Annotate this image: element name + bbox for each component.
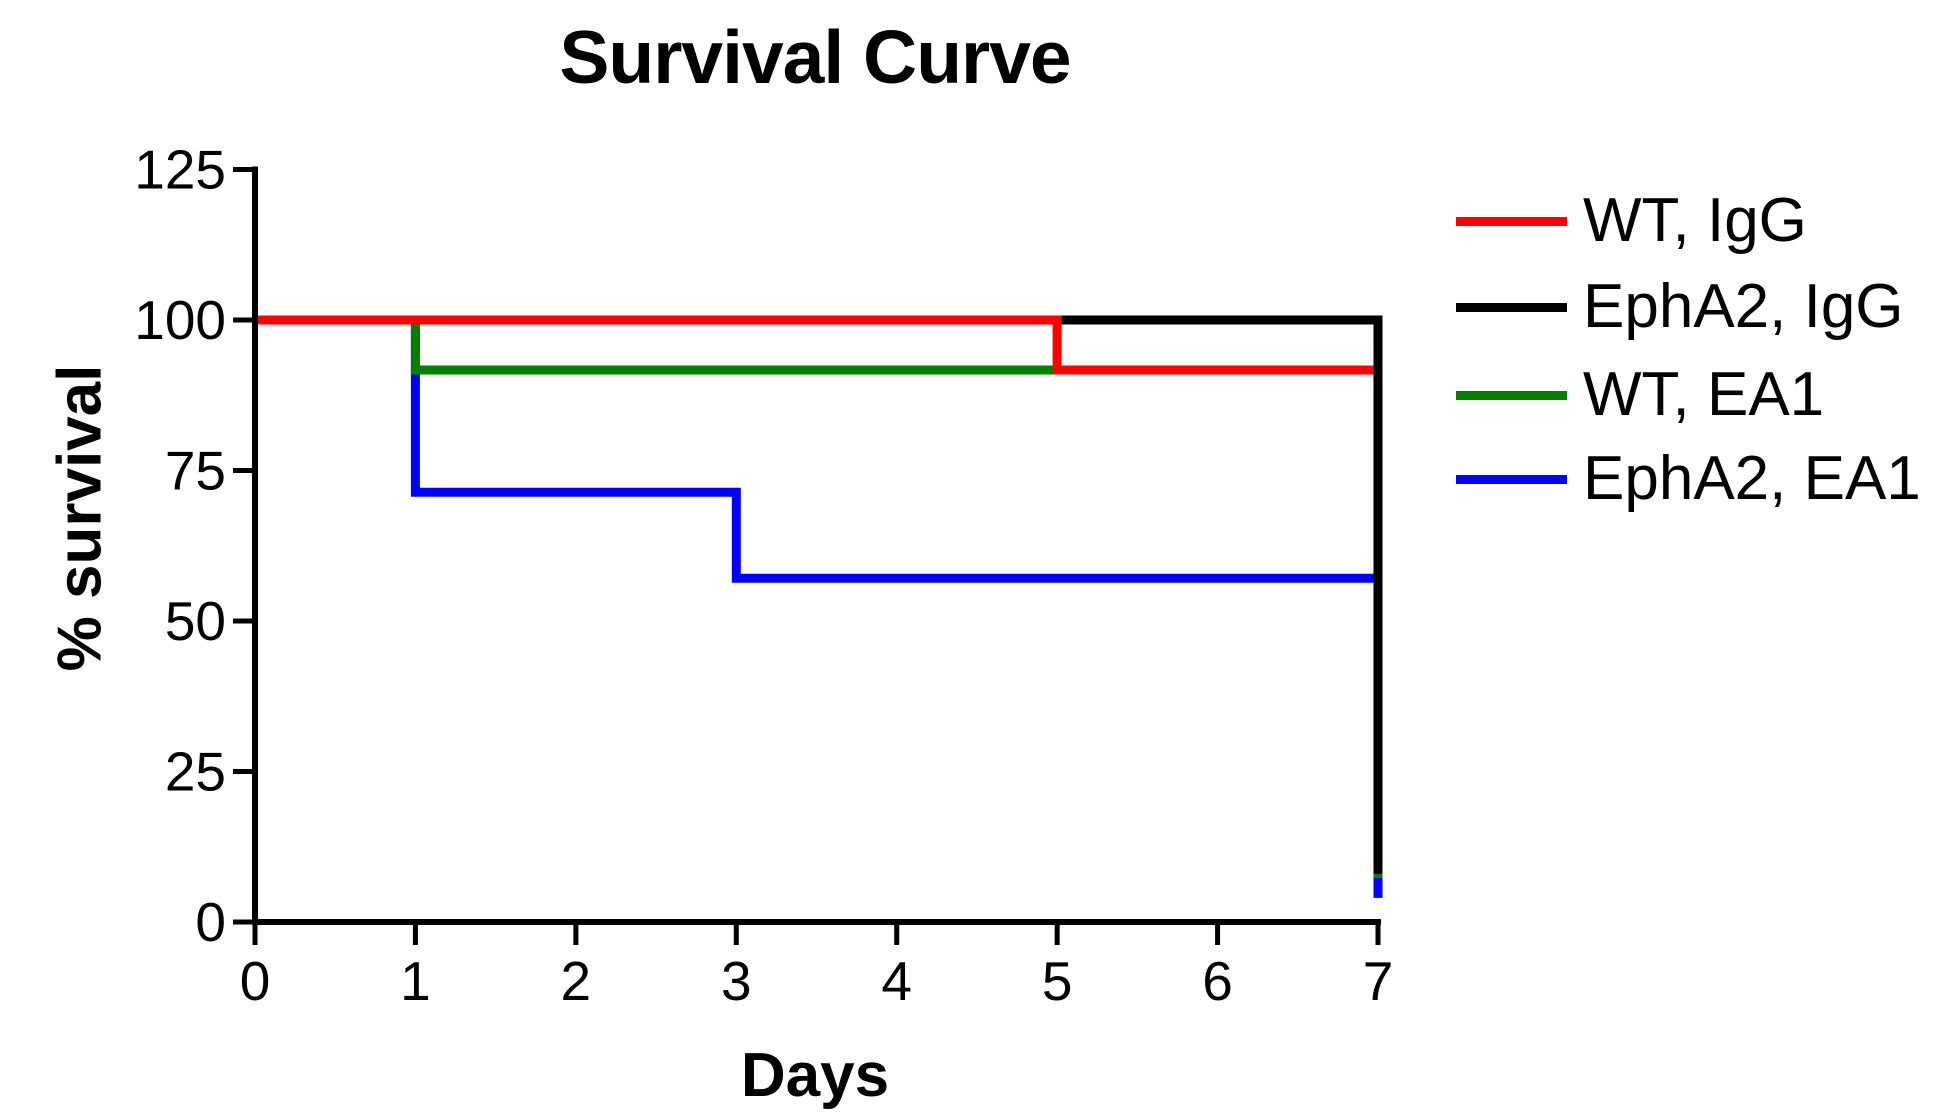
- x-tick-label: 4: [881, 950, 912, 1012]
- legend: WT, IgG EphA2, IgG WT, EA1 EphA2, EA1: [1456, 0, 1955, 560]
- curve-wt-ea1: [255, 315, 1383, 879]
- curve-wt-igg: [255, 315, 1374, 375]
- x-tick-label: 5: [1042, 950, 1073, 1012]
- curve-epha2-ea1: [255, 315, 1383, 898]
- y-axis-title: % survival: [45, 364, 115, 672]
- y-tick-label: 0: [195, 891, 226, 953]
- legend-swatch-line: [1456, 302, 1567, 312]
- x-tick-label: 0: [240, 950, 271, 1012]
- x-axis-title: Days: [740, 1041, 890, 1110]
- x-tick-label: 1: [400, 950, 431, 1012]
- x-tick-label: 2: [561, 950, 592, 1012]
- tick-labels: 0 25 50 75 100 125 0 1 2 3 4 5 6 7: [134, 139, 1393, 1013]
- legend-label: WT, IgG: [1583, 186, 1807, 255]
- chart-title: Survival Curve: [559, 15, 1071, 99]
- legend-label: EphA2, IgG: [1583, 272, 1904, 341]
- legend-swatch-line: [1456, 216, 1567, 226]
- y-tick-label: 125: [134, 139, 226, 201]
- legend-label: WT, EA1: [1583, 360, 1825, 429]
- x-tick-label: 7: [1363, 950, 1394, 1012]
- legend-swatch-line: [1456, 474, 1567, 484]
- y-tick-label: 50: [165, 590, 226, 652]
- legend-label: EphA2, EA1: [1583, 444, 1921, 513]
- survival-curves: [255, 315, 1383, 898]
- curve-epha2-igg: [255, 315, 1383, 874]
- x-tick-label: 3: [721, 950, 752, 1012]
- legend-item: WT, IgG: [1456, 190, 1807, 252]
- legend-item: WT, EA1: [1456, 364, 1824, 426]
- x-tick-label: 6: [1202, 950, 1233, 1012]
- legend-item: EphA2, EA1: [1456, 448, 1921, 510]
- axes: [233, 166, 1381, 945]
- y-tick-label: 100: [134, 289, 226, 351]
- legend-swatch-line: [1456, 390, 1567, 400]
- y-tick-label: 75: [165, 440, 226, 502]
- legend-item: EphA2, IgG: [1456, 276, 1904, 338]
- y-tick-label: 25: [165, 741, 226, 803]
